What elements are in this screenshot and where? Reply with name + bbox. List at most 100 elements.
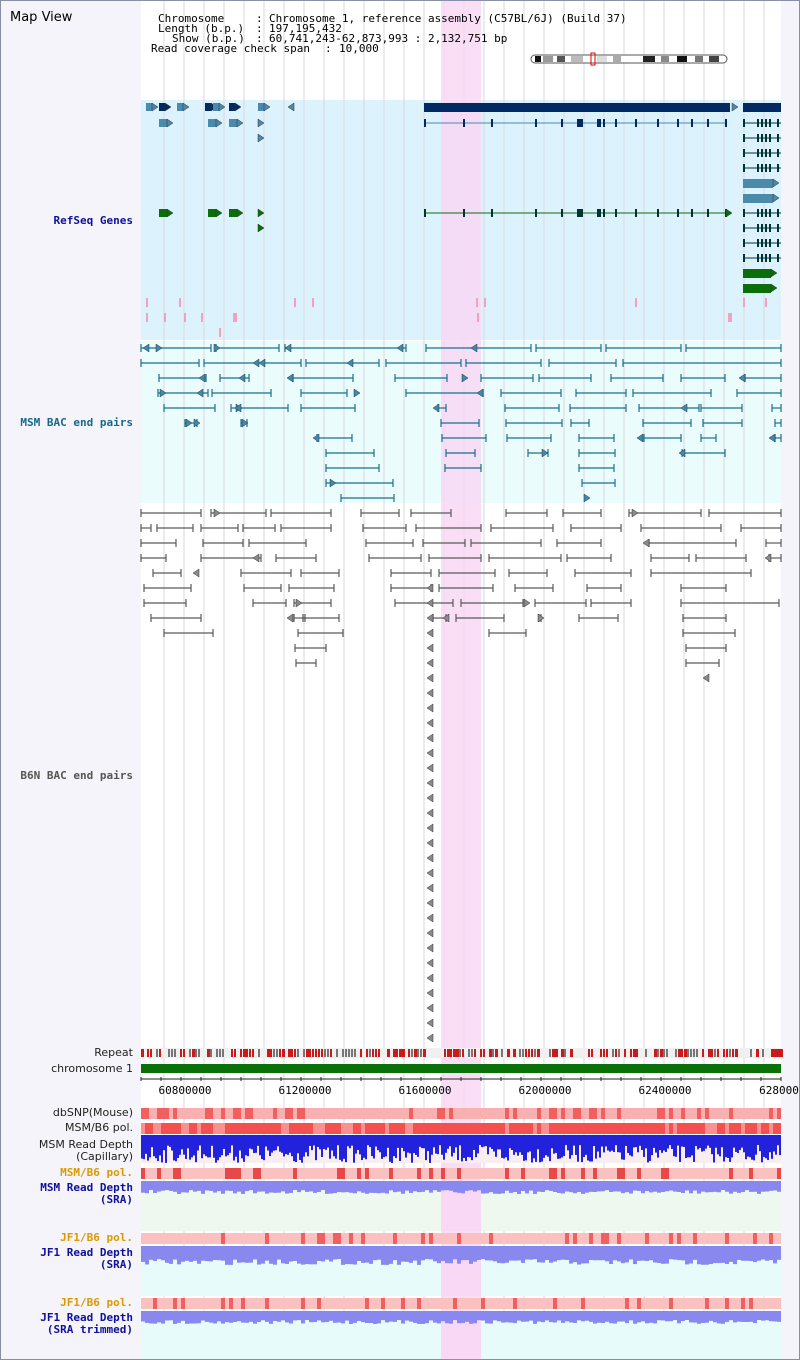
read-depth-bar (461, 1311, 465, 1324)
read-depth-bar (301, 1135, 303, 1163)
feature-arrow (166, 208, 174, 218)
read-depth-bar (221, 1311, 225, 1324)
refseq-mark (294, 298, 296, 307)
track-label-jf1-b6-pol-2[interactable]: JF1/B6 pol. (60, 1296, 133, 1309)
read-depth-bar (765, 1246, 769, 1261)
track-label-refseq[interactable]: RefSeq Genes (53, 214, 133, 227)
read-depth-bar (681, 1246, 685, 1261)
heatmap-cell (665, 1123, 669, 1134)
heatmap-cell (513, 1298, 517, 1309)
repeat-element (249, 1049, 251, 1057)
read-depth-bar (589, 1135, 591, 1162)
read-depth-bar (275, 1135, 277, 1151)
read-depth-bar (737, 1311, 741, 1322)
read-depth-bar (473, 1181, 477, 1192)
repeat-element (252, 1049, 254, 1057)
repeat-element (678, 1049, 681, 1057)
repeat-element (654, 1049, 657, 1057)
read-depth-bar (225, 1135, 227, 1157)
repeat-element (303, 1049, 305, 1057)
read-depth-bar (473, 1311, 477, 1324)
heatmap-cell (141, 1108, 145, 1119)
read-depth-bar (533, 1181, 537, 1194)
read-depth-bar (503, 1135, 505, 1159)
heatmap-cell (177, 1168, 181, 1179)
repeat-element (531, 1049, 533, 1057)
refseq-exon (761, 254, 763, 262)
read-depth-bar (557, 1181, 561, 1193)
heatmap-cell (417, 1168, 421, 1179)
coverage-value: 10,000 (339, 42, 379, 55)
repeat-element (183, 1049, 185, 1057)
repeat-element (192, 1049, 195, 1057)
read-depth-bar (629, 1246, 633, 1260)
repeat-element (234, 1049, 236, 1057)
track-label-jf1-depth-sra-sub[interactable]: (SRA) (99, 1258, 133, 1271)
read-depth-bar (497, 1181, 501, 1194)
read-depth-bar (673, 1135, 675, 1157)
repeat-element (147, 1049, 149, 1057)
b6n-bac-end-arrow (426, 613, 434, 623)
read-depth-bar (453, 1135, 455, 1153)
track-label-b6n-bac[interactable]: B6N BAC end pairs (20, 769, 133, 782)
read-depth-bar (525, 1246, 529, 1260)
read-depth-bar (751, 1135, 753, 1160)
feature-arrow (234, 403, 242, 413)
refseq-exon (743, 254, 745, 262)
read-depth-bar (715, 1135, 717, 1148)
heatmap-cell (285, 1108, 289, 1119)
repeat-element (171, 1049, 173, 1057)
track-label-jf1-b6-pol[interactable]: JF1/B6 pol. (60, 1231, 133, 1244)
read-depth-bar (223, 1135, 225, 1149)
read-depth-bar (645, 1135, 647, 1149)
refseq-exon (213, 103, 219, 111)
read-depth-bar (549, 1135, 551, 1162)
read-depth-bar (641, 1311, 645, 1322)
read-depth-bar (669, 1246, 673, 1260)
track-label-jf1-depth-trim-sub[interactable]: (SRA trimmed) (46, 1323, 133, 1336)
refseq-exon (603, 209, 605, 217)
repeat-element (396, 1049, 398, 1057)
track-label-msm-depth-sra-sub[interactable]: (SRA) (99, 1193, 133, 1206)
read-depth-bar (729, 1311, 733, 1321)
refseq-exon (615, 209, 617, 217)
read-depth-bar (565, 1311, 569, 1322)
read-depth-bar (685, 1181, 689, 1191)
heatmap-cell (341, 1123, 345, 1134)
track-label-msm-bac[interactable]: MSM BAC end pairs (20, 416, 133, 429)
read-depth-bar (557, 1135, 559, 1159)
track-label-msm-depth-sra[interactable]: MSM Read Depth (40, 1181, 133, 1194)
read-depth-bar (413, 1246, 417, 1261)
refseq-exon (635, 119, 637, 127)
read-depth-bar (437, 1181, 441, 1192)
read-depth-bar (169, 1246, 173, 1264)
read-depth-bar (661, 1135, 663, 1153)
heatmap-cell (209, 1108, 213, 1119)
read-depth-bar (365, 1311, 369, 1323)
read-depth-bar (285, 1181, 289, 1194)
read-depth-bar (145, 1246, 149, 1265)
repeat-element (492, 1049, 494, 1057)
read-depth-bar (241, 1311, 245, 1323)
b6n-bac-end-arrow (426, 868, 434, 878)
read-depth-bar (697, 1135, 699, 1150)
track-label-jf1-depth-sra[interactable]: JF1 Read Depth (40, 1246, 133, 1259)
feature-arrow (312, 433, 320, 443)
feature-arrow (164, 102, 172, 112)
heatmap-cell (741, 1298, 745, 1309)
refseq-exon (769, 224, 771, 232)
feature-arrow (142, 343, 150, 353)
refseq-exon (463, 209, 465, 217)
feature-arrow (461, 373, 469, 383)
read-depth-bar (301, 1246, 305, 1265)
read-depth-bar (421, 1311, 425, 1324)
read-depth-bar (551, 1135, 553, 1149)
read-depth-bar (397, 1135, 399, 1148)
read-depth-bar (717, 1311, 721, 1324)
track-label-jf1-depth-trim[interactable]: JF1 Read Depth (40, 1311, 133, 1324)
repeat-element (774, 1049, 777, 1057)
read-depth-bar (657, 1135, 659, 1158)
track-label-msm-b6-pol-2[interactable]: MSM/B6 pol. (60, 1166, 133, 1179)
heatmap-cell (605, 1233, 609, 1244)
